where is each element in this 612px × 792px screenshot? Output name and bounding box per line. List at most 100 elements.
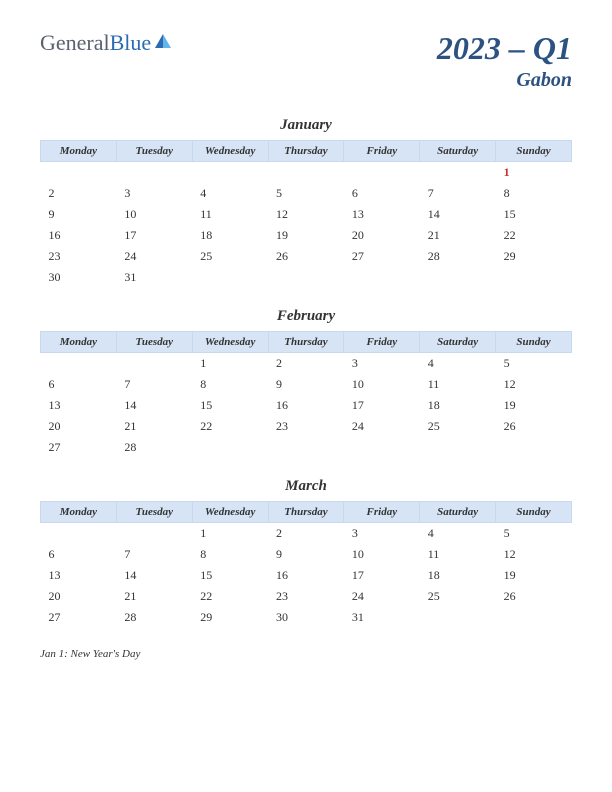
calendar-cell: 27: [41, 437, 117, 458]
calendar-cell: 25: [420, 416, 496, 437]
day-header: Monday: [41, 141, 117, 162]
day-header: Tuesday: [116, 141, 192, 162]
day-header: Thursday: [268, 332, 344, 353]
calendar-cell: 8: [496, 183, 572, 204]
calendar-cell: 26: [496, 416, 572, 437]
calendar-cell: 29: [192, 607, 268, 628]
month-block: JanuaryMondayTuesdayWednesdayThursdayFri…: [40, 117, 572, 288]
calendar-cell: [192, 267, 268, 288]
calendar-cell: [116, 162, 192, 184]
calendar-row: 12345: [41, 523, 572, 545]
calendar-cell: 11: [420, 374, 496, 395]
month-block: MarchMondayTuesdayWednesdayThursdayFrida…: [40, 478, 572, 628]
day-header: Wednesday: [192, 141, 268, 162]
calendar-cell: [496, 437, 572, 458]
calendar-cell: 16: [268, 395, 344, 416]
calendar-cell: 5: [496, 523, 572, 545]
month-name: February: [40, 308, 572, 325]
calendar-cell: [41, 523, 117, 545]
calendar-cell: 25: [192, 246, 268, 267]
day-header: Sunday: [496, 502, 572, 523]
calendar-cell: 22: [496, 225, 572, 246]
calendar-cell: 8: [192, 374, 268, 395]
calendar-row: 3031: [41, 267, 572, 288]
calendar-cell: 14: [420, 204, 496, 225]
month-block: February MondayTuesdayWednesdayThursdayFr…: [40, 308, 572, 458]
calendar-cell: [268, 267, 344, 288]
calendar-row: 2345678: [41, 183, 572, 204]
calendar-row: 20212223242526: [41, 416, 572, 437]
calendar-cell: 29: [496, 246, 572, 267]
calendar-cell: 4: [192, 183, 268, 204]
calendar-cell: [496, 607, 572, 628]
calendar-cell: 9: [41, 204, 117, 225]
day-header: Saturday: [420, 332, 496, 353]
calendar-row: 9101112131415: [41, 204, 572, 225]
day-header: Friday: [344, 332, 420, 353]
calendar-cell: 8: [192, 544, 268, 565]
calendar-cell: [192, 437, 268, 458]
calendar-cell: 21: [420, 225, 496, 246]
calendar-cell: 31: [344, 607, 420, 628]
calendar-cell: 9: [268, 374, 344, 395]
calendar-row: 23242526272829: [41, 246, 572, 267]
calendar-cell: 13: [41, 565, 117, 586]
calendar-row: 16171819202122: [41, 225, 572, 246]
calendar-table: MondayTuesdayWednesdayThursdayFridaySatu…: [40, 331, 572, 458]
calendar-cell: 6: [41, 374, 117, 395]
calendar-cell: [420, 162, 496, 184]
title-sub: Gabon: [437, 69, 572, 92]
calendar-cell: 12: [496, 544, 572, 565]
calendar-cell: [344, 162, 420, 184]
calendar-cell: 6: [344, 183, 420, 204]
calendar-row: 13141516171819: [41, 395, 572, 416]
calendar-cell: 28: [116, 607, 192, 628]
day-header: Thursday: [268, 141, 344, 162]
calendar-cell: 15: [192, 565, 268, 586]
holiday-note: Jan 1: New Year's Day: [40, 648, 572, 660]
calendar-cell: 30: [268, 607, 344, 628]
day-header: Sunday: [496, 141, 572, 162]
calendar-cell: [344, 267, 420, 288]
day-header: Tuesday: [116, 332, 192, 353]
calendar-cell: 24: [116, 246, 192, 267]
calendar-cell: [192, 162, 268, 184]
calendar-cell: [116, 523, 192, 545]
calendar-row: 1: [41, 162, 572, 184]
calendar-cell: 19: [496, 565, 572, 586]
calendar-cell: 22: [192, 416, 268, 437]
months-container: JanuaryMondayTuesdayWednesdayThursdayFri…: [40, 117, 572, 628]
calendar-cell: 26: [496, 586, 572, 607]
calendar-cell: 18: [192, 225, 268, 246]
calendar-cell: [268, 437, 344, 458]
calendar-row: 12345: [41, 353, 572, 375]
day-header: Wednesday: [192, 502, 268, 523]
month-name: March: [40, 478, 572, 495]
calendar-cell: 9: [268, 544, 344, 565]
calendar-cell: 4: [420, 353, 496, 375]
calendar-cell: 12: [268, 204, 344, 225]
calendar-cell: [116, 353, 192, 375]
calendar-cell: 27: [41, 607, 117, 628]
calendar-cell: [420, 437, 496, 458]
calendar-row: 20212223242526: [41, 586, 572, 607]
calendar-cell: 13: [344, 204, 420, 225]
title-main: 2023 – Q1: [437, 30, 572, 67]
calendar-cell: 13: [41, 395, 117, 416]
calendar-cell: [420, 607, 496, 628]
calendar-cell: [496, 267, 572, 288]
calendar-cell: 2: [268, 523, 344, 545]
calendar-cell: 11: [192, 204, 268, 225]
calendar-cell: 14: [116, 565, 192, 586]
calendar-cell: 23: [41, 246, 117, 267]
calendar-cell: 24: [344, 586, 420, 607]
calendar-cell: [41, 353, 117, 375]
calendar-cell: 19: [496, 395, 572, 416]
calendar-cell: 16: [268, 565, 344, 586]
calendar-cell: 10: [344, 374, 420, 395]
calendar-cell: 1: [192, 523, 268, 545]
calendar-cell: 4: [420, 523, 496, 545]
calendar-cell: 5: [268, 183, 344, 204]
calendar-cell: 17: [344, 395, 420, 416]
day-header: Friday: [344, 502, 420, 523]
